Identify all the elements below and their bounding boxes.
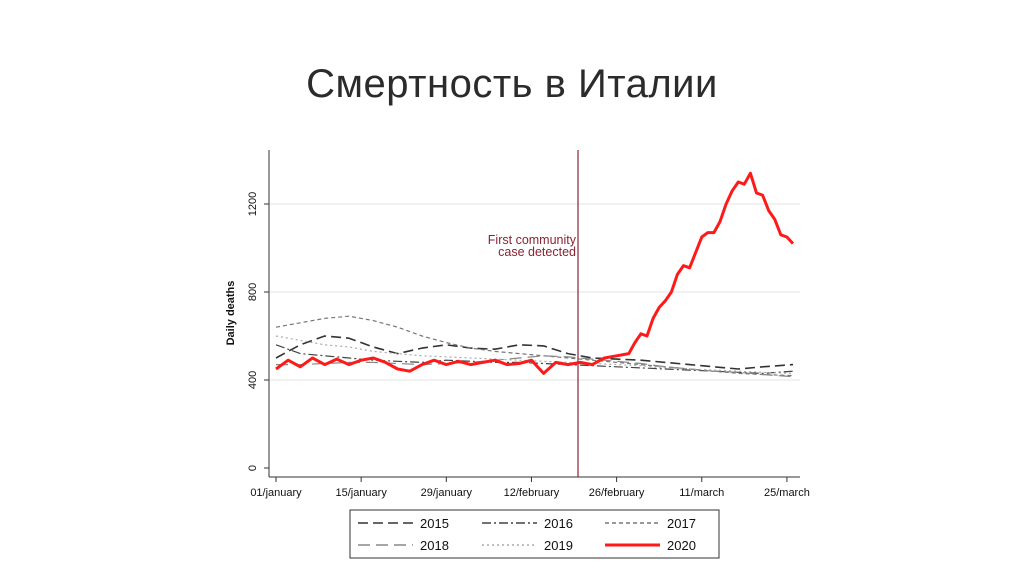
x-tick-label: 25/march: [764, 487, 810, 499]
legend-box: [349, 509, 720, 559]
legend-label-2019: 2019: [544, 538, 573, 553]
axes: [268, 150, 800, 478]
y-axis-title: Daily deaths: [225, 281, 237, 346]
y-tick-label: 0: [247, 465, 259, 471]
series-line-2018: [276, 355, 794, 378]
x-tick-label: 11/march: [679, 487, 724, 499]
series-line-2017: [275, 315, 794, 377]
legend-label-2016: 2016: [544, 516, 573, 531]
legend-label-2020: 2020: [667, 538, 696, 553]
legend-label-2015: 2015: [420, 516, 449, 531]
annotation-text: case detected: [498, 245, 576, 259]
legend-label-2018: 2018: [420, 538, 449, 553]
y-tick-label: 400: [247, 371, 259, 389]
series-line-2019: [275, 335, 794, 374]
slide-title: Смертность в Италии: [306, 62, 718, 106]
y-ticks: 0 400 800 1200: [247, 192, 269, 471]
annotation-text: First community: [488, 233, 577, 247]
legend-label-2017: 2017: [667, 516, 696, 531]
y-tick-label: 1200: [247, 192, 259, 216]
x-tick-label: 15/january: [335, 487, 387, 499]
x-tick-label: 12/february: [504, 487, 560, 499]
series-lines: [275, 171, 795, 378]
y-tick-label: 800: [247, 283, 259, 301]
gridlines: [270, 203, 800, 381]
series-line-2016: [275, 344, 794, 374]
series-line-2015: [275, 335, 794, 370]
series-line-2020: [275, 171, 795, 375]
x-tick-label: 01/january: [250, 487, 302, 499]
legend: 2015 2016 2017 2018 2019 2020: [349, 509, 720, 559]
x-tick-label: 26/february: [589, 487, 645, 499]
x-ticks: 01/january 15/january 29/january 12/februar…: [250, 477, 810, 499]
x-tick-label: 29/january: [421, 487, 473, 499]
